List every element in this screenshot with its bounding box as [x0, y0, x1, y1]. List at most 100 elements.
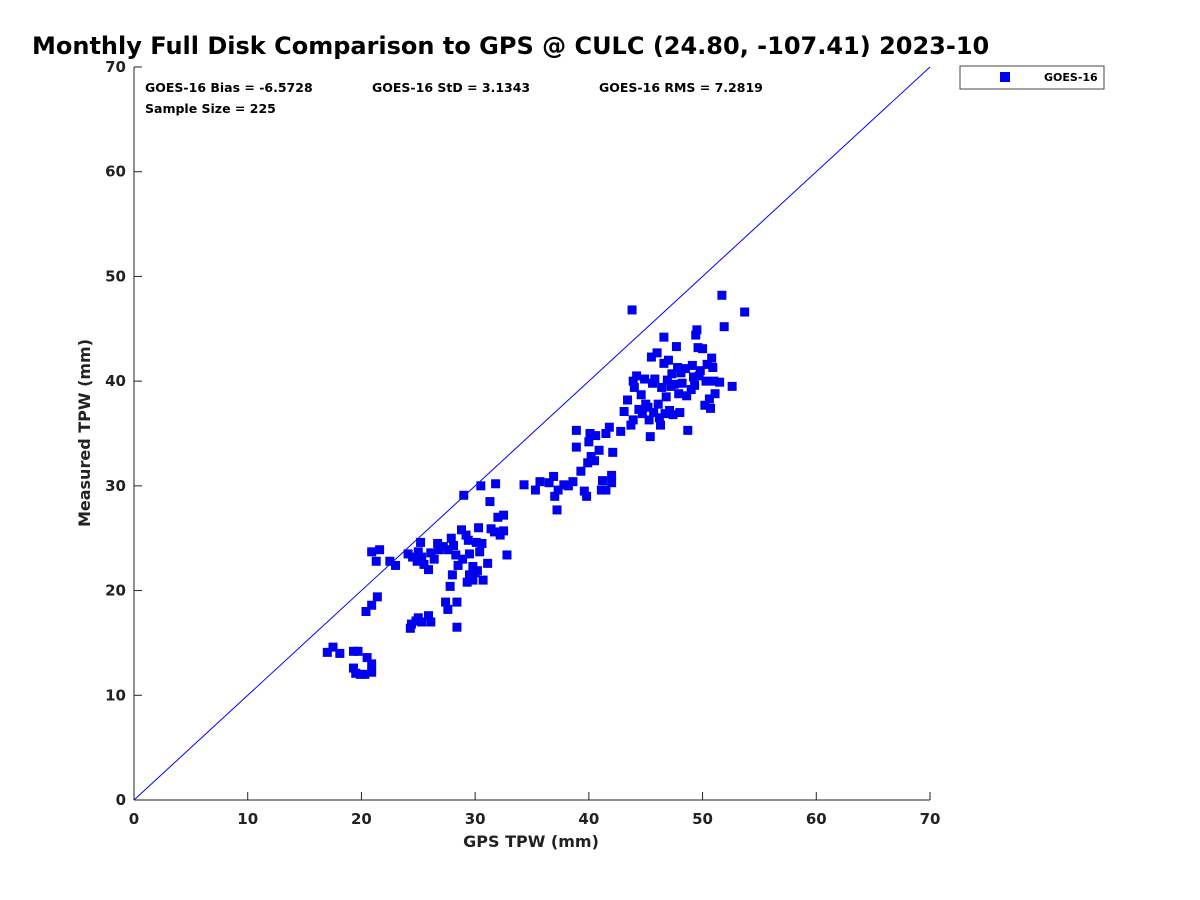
data-point: [530, 485, 540, 495]
data-point: [416, 537, 426, 547]
data-point: [568, 477, 578, 487]
data-point: [650, 374, 660, 384]
data-point: [601, 429, 611, 438]
data-point: [453, 560, 463, 570]
data-point: [653, 399, 663, 409]
data-point: [674, 389, 684, 399]
data-point: [654, 413, 664, 423]
data-point: [367, 600, 377, 610]
data-point: [598, 476, 608, 486]
data-point: [489, 527, 499, 537]
data-point: [676, 368, 686, 378]
data-point: [645, 432, 655, 442]
data-point: [590, 456, 600, 466]
data-point: [443, 545, 453, 555]
data-point: [698, 344, 708, 354]
data-point: [470, 568, 480, 578]
data-point: [371, 556, 381, 566]
data-point: [693, 343, 703, 353]
data-point: [471, 537, 481, 547]
x-tick-label: 60: [806, 810, 827, 828]
data-point: [335, 648, 345, 658]
stat-rms: GOES-16 RMS = 7.2819: [599, 80, 763, 95]
data-point: [681, 364, 691, 374]
y-tick-label: 0: [116, 791, 126, 809]
x-tick-label: 70: [920, 810, 941, 828]
data-point: [659, 358, 669, 368]
y-tick-label: 30: [105, 477, 126, 495]
data-point: [452, 597, 462, 607]
data-point: [715, 377, 725, 387]
data-point: [707, 353, 717, 363]
data-point: [649, 408, 659, 418]
data-point: [709, 376, 719, 386]
data-point: [559, 480, 569, 490]
data-point: [451, 550, 461, 560]
data-point: [704, 394, 714, 404]
data-point: [694, 371, 704, 381]
x-tick-label: 30: [465, 810, 486, 828]
data-point: [426, 548, 436, 558]
data-point: [417, 617, 427, 627]
data-point: [619, 407, 629, 417]
data-point: [433, 538, 443, 548]
legend-label: GOES-16: [1044, 71, 1098, 84]
data-point: [695, 366, 705, 376]
data-point: [663, 355, 673, 365]
data-point: [375, 545, 385, 555]
data-point: [583, 458, 593, 468]
data-point: [474, 523, 484, 533]
data-point: [644, 415, 654, 425]
y-axis-label: Measured TPW (mm): [75, 339, 94, 527]
data-point: [412, 556, 422, 566]
y-tick-label: 70: [105, 58, 126, 76]
data-point: [657, 382, 667, 392]
data-point: [445, 581, 455, 591]
data-point: [710, 389, 720, 399]
data-point: [727, 381, 737, 391]
data-point: [367, 667, 377, 677]
data-point: [391, 560, 401, 570]
data-point: [499, 510, 509, 520]
data-point: [464, 570, 474, 580]
data-point: [434, 545, 444, 555]
data-point: [552, 505, 562, 515]
data-point: [571, 425, 581, 435]
chart-title: Monthly Full Disk Comparison to GPS @ CU…: [32, 32, 989, 60]
data-point: [628, 376, 638, 386]
data-point: [438, 542, 448, 552]
x-tick-label: 50: [692, 810, 713, 828]
data-point: [485, 497, 495, 507]
data-point: [424, 611, 434, 621]
data-point: [706, 403, 716, 413]
data-point: [576, 466, 586, 476]
x-axis-label: GPS TPW (mm): [463, 832, 599, 851]
data-point: [683, 425, 693, 435]
data-point: [553, 485, 563, 495]
data-point: [646, 352, 656, 362]
data-point: [632, 371, 642, 381]
data-point: [476, 481, 486, 491]
y-tick-label: 10: [105, 686, 126, 704]
data-point: [406, 619, 416, 629]
data-point: [701, 376, 711, 386]
data-point: [458, 554, 468, 564]
data-point: [322, 647, 332, 657]
data-point: [671, 342, 681, 352]
data-point: [367, 547, 377, 557]
data-point: [361, 607, 371, 617]
data-point: [461, 530, 471, 540]
data-point: [708, 363, 718, 373]
data-point: [443, 604, 453, 614]
x-tick-label: 10: [237, 810, 258, 828]
data-point: [459, 490, 469, 500]
y-tick-label: 60: [105, 163, 126, 181]
data-point: [413, 547, 423, 557]
stat-sample-size: Sample Size = 225: [145, 101, 276, 116]
data-point: [441, 597, 451, 607]
data-point: [626, 420, 636, 430]
data-point: [328, 642, 338, 652]
data-point: [594, 445, 604, 455]
x-tick-label: 0: [129, 810, 139, 828]
